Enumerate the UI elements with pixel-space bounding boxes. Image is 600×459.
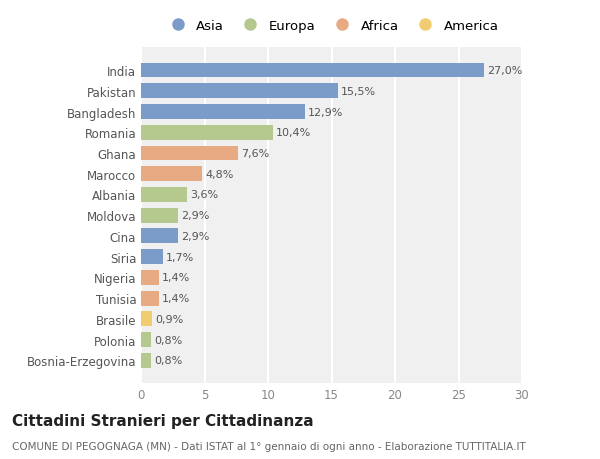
Text: 1,4%: 1,4% (162, 293, 190, 303)
Bar (141, 291, 159, 306)
Bar (141, 63, 484, 78)
Text: 7,6%: 7,6% (241, 149, 269, 159)
Text: 0,8%: 0,8% (154, 356, 182, 365)
Text: 1,7%: 1,7% (166, 252, 194, 262)
Bar (141, 229, 178, 244)
Bar (141, 146, 238, 161)
Text: 27,0%: 27,0% (487, 66, 523, 76)
Text: 4,8%: 4,8% (205, 169, 233, 179)
Text: 12,9%: 12,9% (308, 107, 343, 117)
Text: 15,5%: 15,5% (341, 87, 376, 96)
Text: COMUNE DI PEGOGNAGA (MN) - Dati ISTAT al 1° gennaio di ogni anno - Elaborazione : COMUNE DI PEGOGNAGA (MN) - Dati ISTAT al… (12, 441, 526, 451)
Bar (141, 167, 202, 182)
Text: 1,4%: 1,4% (162, 273, 190, 283)
Text: 2,9%: 2,9% (181, 231, 209, 241)
Text: 2,9%: 2,9% (181, 211, 209, 221)
Bar (141, 188, 187, 202)
Bar (141, 105, 305, 120)
Bar (141, 250, 163, 264)
Text: 3,6%: 3,6% (190, 190, 218, 200)
Bar (141, 312, 152, 327)
Legend: Asia, Europa, Africa, America: Asia, Europa, Africa, America (159, 15, 504, 38)
Text: 0,9%: 0,9% (155, 314, 184, 324)
Bar (141, 84, 338, 99)
Text: 0,8%: 0,8% (154, 335, 182, 345)
Bar (141, 125, 273, 140)
Bar (141, 353, 151, 368)
Text: 10,4%: 10,4% (276, 128, 311, 138)
Bar (141, 270, 159, 285)
Bar (141, 208, 178, 223)
Text: Cittadini Stranieri per Cittadinanza: Cittadini Stranieri per Cittadinanza (12, 413, 314, 428)
Bar (141, 332, 151, 347)
